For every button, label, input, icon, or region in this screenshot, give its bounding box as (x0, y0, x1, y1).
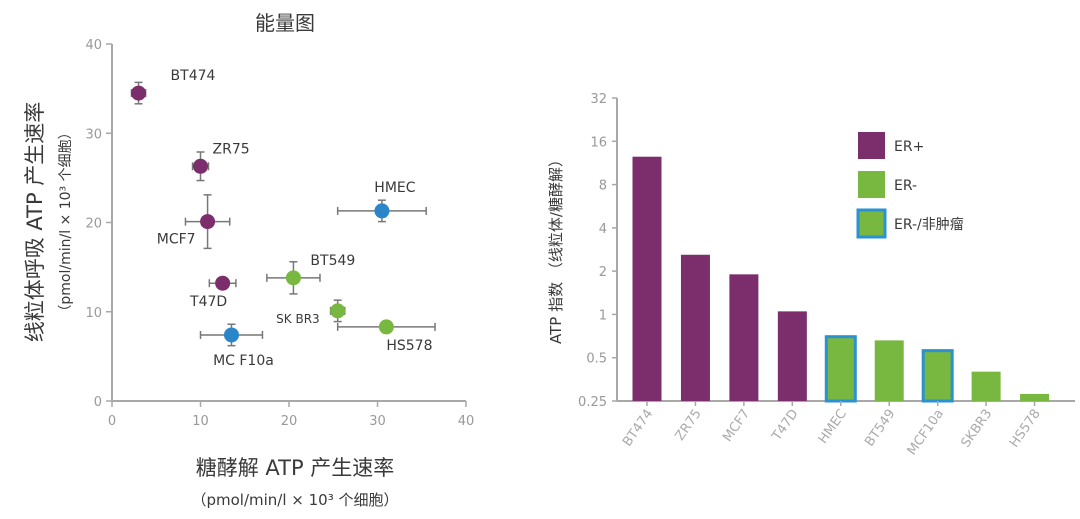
point-marker (223, 327, 239, 343)
legend-label: ER- (894, 178, 917, 194)
data-point: MCF7 (157, 194, 231, 250)
scatter-points: BT474 ZR75 MCF7 T47D HMEC BT549 SK BR3 HS578 MC … (130, 68, 436, 369)
y-tick-label: 40 (85, 38, 102, 53)
x-tick-label: 40 (458, 414, 475, 429)
bar-y-tick-label: 2 (599, 265, 607, 280)
legend-swatch (856, 208, 887, 239)
energy-map-chart: 能量图 0 10 20 30 40 0 10 20 30 40 BT474 ZR75 MCF7 T47D… (23, 11, 474, 509)
data-point: BT474 (130, 68, 216, 105)
point-marker (215, 275, 231, 291)
y-tick-label: 0 (94, 395, 102, 410)
point-marker (200, 214, 216, 230)
bar (680, 254, 710, 401)
atp-index-chart: 32 16 8 4 2 1 0.5 0.25 BT474 ZR75 MCF7 T47D HMEC BT5… (547, 92, 1075, 458)
point-label: SK BR3 (276, 312, 320, 326)
point-marker (193, 158, 208, 174)
axes: 0 10 20 30 40 0 10 20 30 40 (85, 38, 474, 429)
bar-y-tick-label: 16 (590, 135, 607, 150)
y-axis-units: （pmol/min/l × 10³ 个细胞） (58, 125, 74, 318)
data-point: HS578 (336, 319, 436, 354)
point-marker (330, 303, 346, 319)
data-point: T47D (189, 275, 237, 310)
bar-y-tick-label: 4 (599, 222, 607, 237)
bar (971, 371, 1001, 401)
point-marker (131, 85, 147, 101)
data-point: HMEC (336, 180, 427, 223)
y-tick-label: 30 (85, 127, 102, 142)
point-marker (374, 203, 390, 219)
x-tick-label: 0 (108, 414, 116, 429)
bar-y-tick-label: 0.5 (586, 352, 607, 367)
legend: ER+ ER- ER-/非肿瘤 (856, 132, 964, 239)
point-label: MCF7 (157, 232, 196, 248)
point-label: BT549 (310, 253, 355, 269)
x-tick-label: 20 (281, 414, 298, 429)
bar-category-label: T47D (769, 407, 802, 445)
bar-category-label: BT474 (620, 407, 656, 450)
bar (729, 274, 759, 401)
bar-category-label: MCF10a (905, 407, 947, 458)
point-label: ZR75 (213, 141, 250, 157)
point-marker (285, 270, 301, 286)
data-point: SK BR3 (276, 299, 346, 326)
point-label: T47D (189, 294, 227, 310)
bar (824, 335, 857, 403)
point-label: BT474 (171, 68, 216, 84)
bar-category-label: MCF7 (720, 407, 753, 445)
point-label: MC F10a (213, 353, 274, 369)
legend-swatch (858, 132, 885, 159)
bar-y-tick-label: 1 (599, 308, 607, 323)
bar-category-label: HS578 (1007, 407, 1044, 451)
bar (632, 156, 662, 401)
x-tick-label: 10 (192, 414, 209, 429)
y-tick-label: 20 (85, 217, 102, 232)
point-label: HS578 (386, 338, 432, 354)
bar-category-label: ZR75 (673, 407, 705, 444)
data-point: ZR75 (191, 141, 250, 182)
legend-label: ER-/非肿瘤 (894, 216, 964, 233)
bar-marks: BT474 ZR75 MCF7 T47D HMEC BT549 MCF10a SKBR3 HS5… (620, 156, 1050, 458)
bar (1020, 393, 1050, 401)
data-point: BT549 (266, 253, 355, 295)
bar-category-label: BT549 (862, 407, 898, 450)
bar-y-tick-label: 0.25 (578, 395, 607, 410)
point-marker (378, 319, 394, 335)
bar-category-label: HMEC (816, 407, 850, 447)
legend-swatch (858, 171, 885, 198)
point-label: HMEC (374, 180, 415, 196)
legend-label: ER+ (894, 139, 924, 155)
x-axis-label: 糖酵解 ATP 产生速率 (196, 456, 395, 480)
bar (921, 349, 954, 403)
bar-y-tick-label: 8 (599, 179, 607, 194)
y-tick-label: 10 (85, 306, 102, 321)
bar (777, 311, 807, 401)
bar-category-label: SKBR3 (958, 407, 995, 451)
chart-title: 能量图 (255, 11, 315, 35)
x-axis-units: （pmol/min/l × 10³ 个细胞） (191, 491, 398, 509)
bar (874, 340, 904, 401)
bar-y-tick-label: 32 (590, 92, 607, 107)
x-tick-label: 30 (369, 414, 386, 429)
y-axis-label: 线粒体呼吸 ATP 产生速率 (23, 102, 47, 343)
data-point: MC F10a (199, 323, 274, 369)
bar-y-axis-label: ATP 指数 （线粒体/糖酵解） (547, 152, 565, 344)
